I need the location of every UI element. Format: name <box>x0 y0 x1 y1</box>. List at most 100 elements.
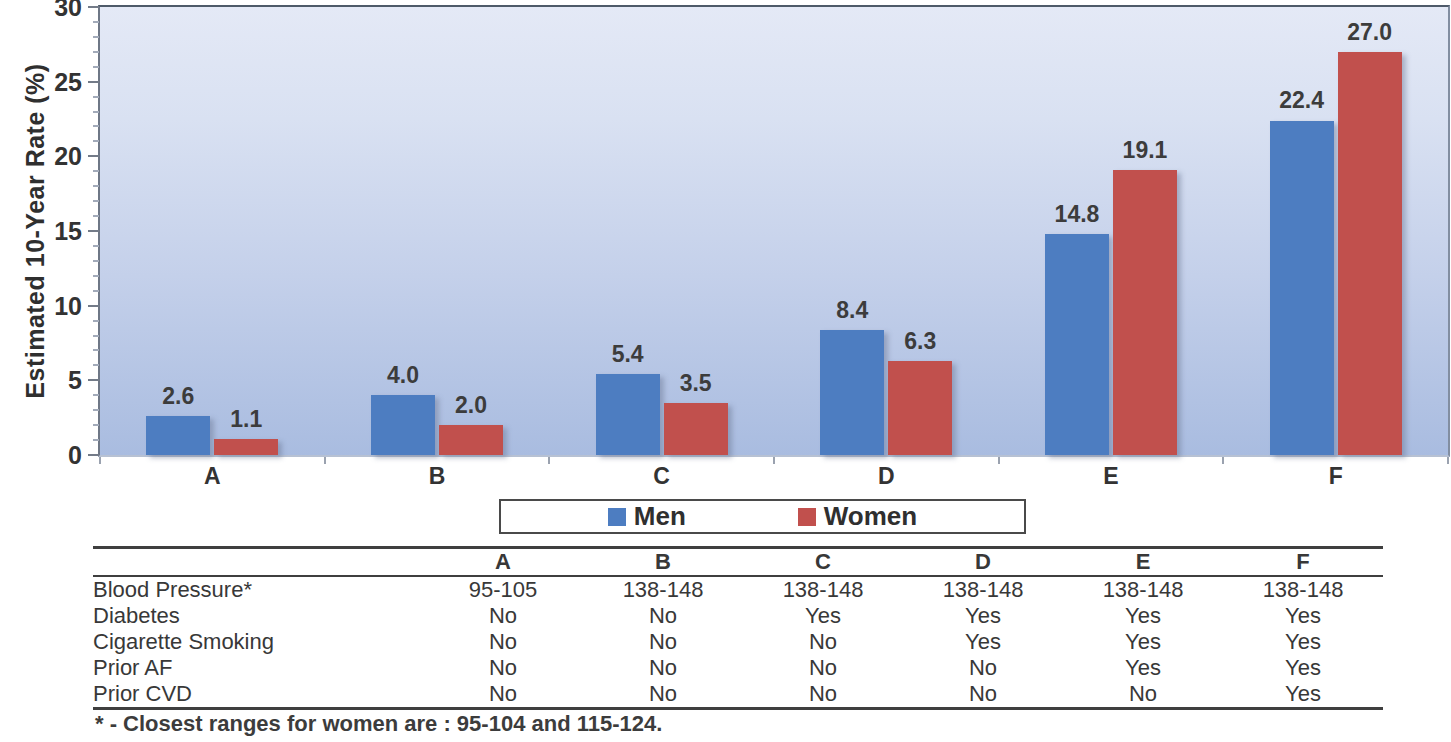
y-axis-minor-tick <box>93 335 99 337</box>
y-axis-tick <box>88 6 99 8</box>
y-axis-minor-tick <box>93 96 99 98</box>
table-cell: Yes <box>1223 629 1383 655</box>
y-axis-tick <box>88 305 99 307</box>
x-axis-tick <box>1447 457 1449 464</box>
y-axis-minor-tick <box>93 364 99 366</box>
bar-women-F <box>1338 52 1402 455</box>
y-axis-minor-tick <box>93 424 99 426</box>
y-tick-label: 25 <box>26 69 82 95</box>
y-axis-tick <box>88 454 99 456</box>
y-axis-tick <box>88 155 99 157</box>
y-axis-minor-tick <box>93 66 99 68</box>
bar-value-label-men-F: 22.4 <box>1257 87 1347 114</box>
y-axis-minor-tick <box>93 260 99 262</box>
bar-men-E <box>1045 234 1109 455</box>
x-category-label-A: A <box>167 463 257 490</box>
bar-value-label-men-C: 5.4 <box>583 341 673 368</box>
table-cell: No <box>423 681 583 709</box>
y-axis-minor-tick <box>93 170 99 172</box>
figure: Estimated 10-Year Rate (%) 2.61.14.02.05… <box>0 0 1451 742</box>
table-row-label: Blood Pressure* <box>93 576 423 603</box>
table-header-row: ABCDEF <box>93 548 1383 577</box>
x-axis-tick <box>548 457 550 464</box>
table-cell: No <box>423 655 583 681</box>
table-cell: Yes <box>1223 655 1383 681</box>
x-axis-tick <box>998 457 1000 464</box>
table-column-header-C: C <box>743 548 903 577</box>
x-axis-tick <box>1222 457 1224 464</box>
legend-label-women: Women <box>824 501 917 532</box>
y-axis-minor-tick <box>93 215 99 217</box>
table-row-label: Diabetes <box>93 603 423 629</box>
y-axis-minor-tick <box>93 409 99 411</box>
x-axis-tick <box>773 457 775 464</box>
table-cell: Yes <box>743 603 903 629</box>
table-row-label: Prior AF <box>93 655 423 681</box>
table-cell: Yes <box>903 603 1063 629</box>
y-axis-minor-tick <box>93 394 99 396</box>
bar-women-B <box>439 425 503 455</box>
y-axis-minor-tick <box>93 21 99 23</box>
table-cell: 138-148 <box>583 576 743 603</box>
y-tick-label: 0 <box>26 442 82 468</box>
table-cell: 138-148 <box>1223 576 1383 603</box>
table-cell: Yes <box>1223 681 1383 709</box>
y-axis-minor-tick <box>93 185 99 187</box>
y-axis-minor-tick <box>93 140 99 142</box>
bar-value-label-women-D: 6.3 <box>875 328 965 355</box>
y-tick-label: 10 <box>26 293 82 319</box>
y-axis-minor-tick <box>93 245 99 247</box>
table-column-header-E: E <box>1063 548 1223 577</box>
x-category-label-F: F <box>1291 463 1381 490</box>
y-tick-label: 15 <box>26 218 82 244</box>
table-cell: Yes <box>1063 655 1223 681</box>
table-cell: No <box>903 655 1063 681</box>
legend-label-men: Men <box>634 501 686 532</box>
legend-item-women: Women <box>798 501 917 532</box>
table-row-label: Cigarette Smoking <box>93 629 423 655</box>
table-column-header-F: F <box>1223 548 1383 577</box>
table-cell: No <box>583 603 743 629</box>
footnote: * - Closest ranges for women are : 95-10… <box>95 711 662 737</box>
y-axis-tick <box>88 379 99 381</box>
table-row: Prior CVDNoNoNoNoNoYes <box>93 681 1383 709</box>
legend-item-men: Men <box>608 501 686 532</box>
y-axis-minor-tick <box>93 200 99 202</box>
table-row: Blood Pressure*95-105138-148138-148138-1… <box>93 576 1383 603</box>
y-tick-label: 20 <box>26 143 82 169</box>
bar-value-label-men-D: 8.4 <box>807 297 897 324</box>
table-row: Prior AFNoNoNoNoYesYes <box>93 655 1383 681</box>
x-axis-tick <box>324 457 326 464</box>
y-axis-minor-tick <box>93 125 99 127</box>
y-tick-label: 30 <box>26 0 82 20</box>
y-axis-minor-tick <box>93 290 99 292</box>
table-cell: Yes <box>1063 629 1223 655</box>
bar-value-label-women-C: 3.5 <box>651 370 741 397</box>
table-column-header-B: B <box>583 548 743 577</box>
bar-women-C <box>664 403 728 455</box>
table-cell: No <box>583 655 743 681</box>
table-row-label: Prior CVD <box>93 681 423 709</box>
y-axis-minor-tick <box>93 36 99 38</box>
legend-swatch-women-icon <box>798 508 816 526</box>
table-cell: Yes <box>903 629 1063 655</box>
x-axis-tick <box>99 457 101 464</box>
table-header-corner <box>93 548 423 577</box>
legend: Men Women <box>499 499 1026 534</box>
x-category-label-D: D <box>841 463 931 490</box>
table-cell: No <box>743 629 903 655</box>
table-cell: No <box>743 681 903 709</box>
table-cell: Yes <box>1063 603 1223 629</box>
bar-women-E <box>1113 170 1177 455</box>
table-cell: 95-105 <box>423 576 583 603</box>
bar-value-label-men-B: 4.0 <box>358 362 448 389</box>
bar-women-D <box>888 361 952 455</box>
y-axis-minor-tick <box>93 349 99 351</box>
x-category-label-B: B <box>392 463 482 490</box>
bar-women-A <box>214 439 278 455</box>
table-cell: No <box>423 629 583 655</box>
y-axis-minor-tick <box>93 51 99 53</box>
table-cell: No <box>1063 681 1223 709</box>
table-cell: No <box>903 681 1063 709</box>
table-cell: Yes <box>1223 603 1383 629</box>
